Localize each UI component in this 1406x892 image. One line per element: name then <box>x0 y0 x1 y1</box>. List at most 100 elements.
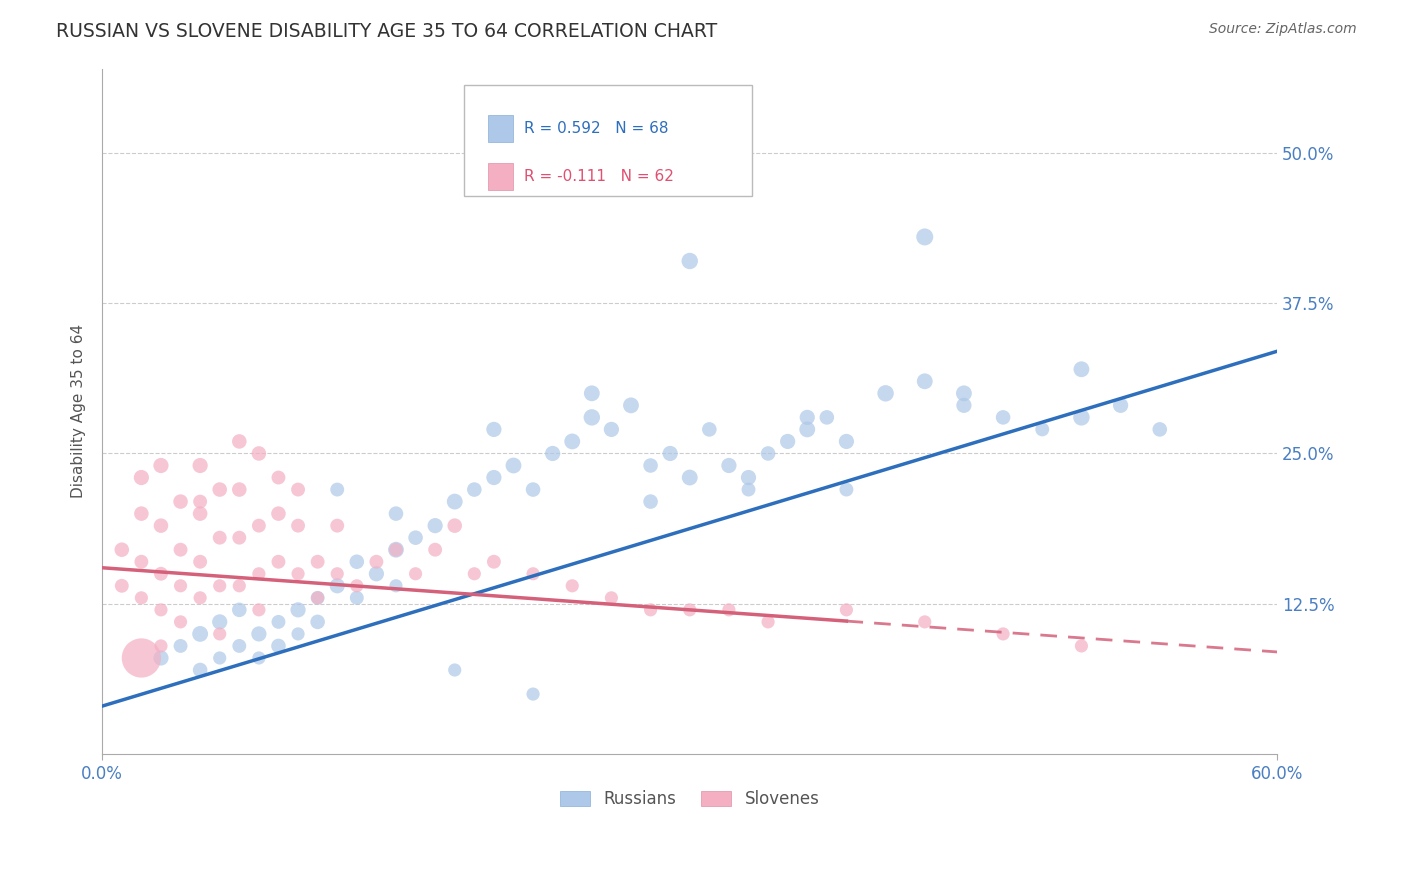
Text: RUSSIAN VS SLOVENE DISABILITY AGE 35 TO 64 CORRELATION CHART: RUSSIAN VS SLOVENE DISABILITY AGE 35 TO … <box>56 22 717 41</box>
Point <box>247 518 270 533</box>
Point <box>208 615 231 629</box>
Point <box>522 687 544 701</box>
Point <box>111 542 134 557</box>
Point <box>149 518 172 533</box>
Point <box>522 566 544 581</box>
Point <box>502 458 524 473</box>
Point <box>366 566 388 581</box>
Point <box>208 483 231 497</box>
Point <box>717 458 740 473</box>
Point <box>267 615 290 629</box>
Point <box>247 446 270 460</box>
Point <box>188 663 211 677</box>
Point <box>482 422 505 436</box>
Point <box>443 518 465 533</box>
Point <box>522 483 544 497</box>
Point <box>267 555 290 569</box>
Point <box>405 566 427 581</box>
Point <box>640 603 662 617</box>
Point <box>188 591 211 605</box>
Point <box>267 507 290 521</box>
Point <box>188 555 211 569</box>
Point <box>228 639 250 653</box>
Point <box>991 627 1014 641</box>
Point <box>991 410 1014 425</box>
Point <box>561 579 583 593</box>
Point <box>208 531 231 545</box>
Point <box>169 639 191 653</box>
Point <box>366 555 388 569</box>
Point <box>169 542 191 557</box>
Point <box>385 507 408 521</box>
Point <box>326 579 349 593</box>
Point <box>307 555 329 569</box>
Point <box>287 627 309 641</box>
Point <box>717 603 740 617</box>
Point <box>228 434 250 449</box>
Point <box>287 518 309 533</box>
Point <box>914 374 936 388</box>
Point <box>169 579 191 593</box>
Point <box>679 470 702 484</box>
Point <box>208 579 231 593</box>
Point <box>247 566 270 581</box>
Point <box>405 531 427 545</box>
Point <box>423 542 446 557</box>
Point <box>640 494 662 508</box>
Point <box>796 410 818 425</box>
Point <box>756 446 779 460</box>
Point <box>208 627 231 641</box>
Y-axis label: Disability Age 35 to 64: Disability Age 35 to 64 <box>72 325 86 499</box>
Point <box>326 566 349 581</box>
Point <box>640 458 662 473</box>
Point <box>914 615 936 629</box>
Point <box>131 507 153 521</box>
Point <box>111 579 134 593</box>
Point <box>835 603 858 617</box>
Point <box>600 422 623 436</box>
Point <box>307 591 329 605</box>
Point <box>149 651 172 665</box>
Point <box>463 566 485 581</box>
Point <box>796 422 818 436</box>
Point <box>443 494 465 508</box>
Point <box>600 121 623 136</box>
Text: R = -0.111   N = 62: R = -0.111 N = 62 <box>524 169 675 184</box>
Point <box>169 494 191 508</box>
Point <box>346 579 368 593</box>
Point <box>1070 639 1092 653</box>
Point <box>756 615 779 629</box>
Point <box>600 591 623 605</box>
Point <box>1031 422 1053 436</box>
Point <box>385 542 408 557</box>
Point <box>679 603 702 617</box>
Point <box>188 494 211 508</box>
Point <box>463 483 485 497</box>
Point <box>679 254 702 268</box>
Point <box>346 555 368 569</box>
Point <box>307 615 329 629</box>
Point <box>307 591 329 605</box>
Legend: Russians, Slovenes: Russians, Slovenes <box>554 783 827 814</box>
Point <box>620 398 643 412</box>
Text: R = 0.592   N = 68: R = 0.592 N = 68 <box>524 120 669 136</box>
Point <box>267 470 290 484</box>
Point <box>1070 362 1092 376</box>
Point <box>953 386 976 401</box>
Point <box>1109 398 1132 412</box>
Point <box>208 651 231 665</box>
Point <box>131 470 153 484</box>
Point <box>581 410 603 425</box>
Point <box>835 434 858 449</box>
Point <box>443 663 465 677</box>
Point <box>737 483 759 497</box>
Point <box>149 458 172 473</box>
Point <box>228 579 250 593</box>
Point <box>188 627 211 641</box>
Point <box>699 422 721 436</box>
Point <box>385 579 408 593</box>
Point <box>385 542 408 557</box>
Point <box>131 555 153 569</box>
Point <box>541 446 564 460</box>
Point <box>423 518 446 533</box>
